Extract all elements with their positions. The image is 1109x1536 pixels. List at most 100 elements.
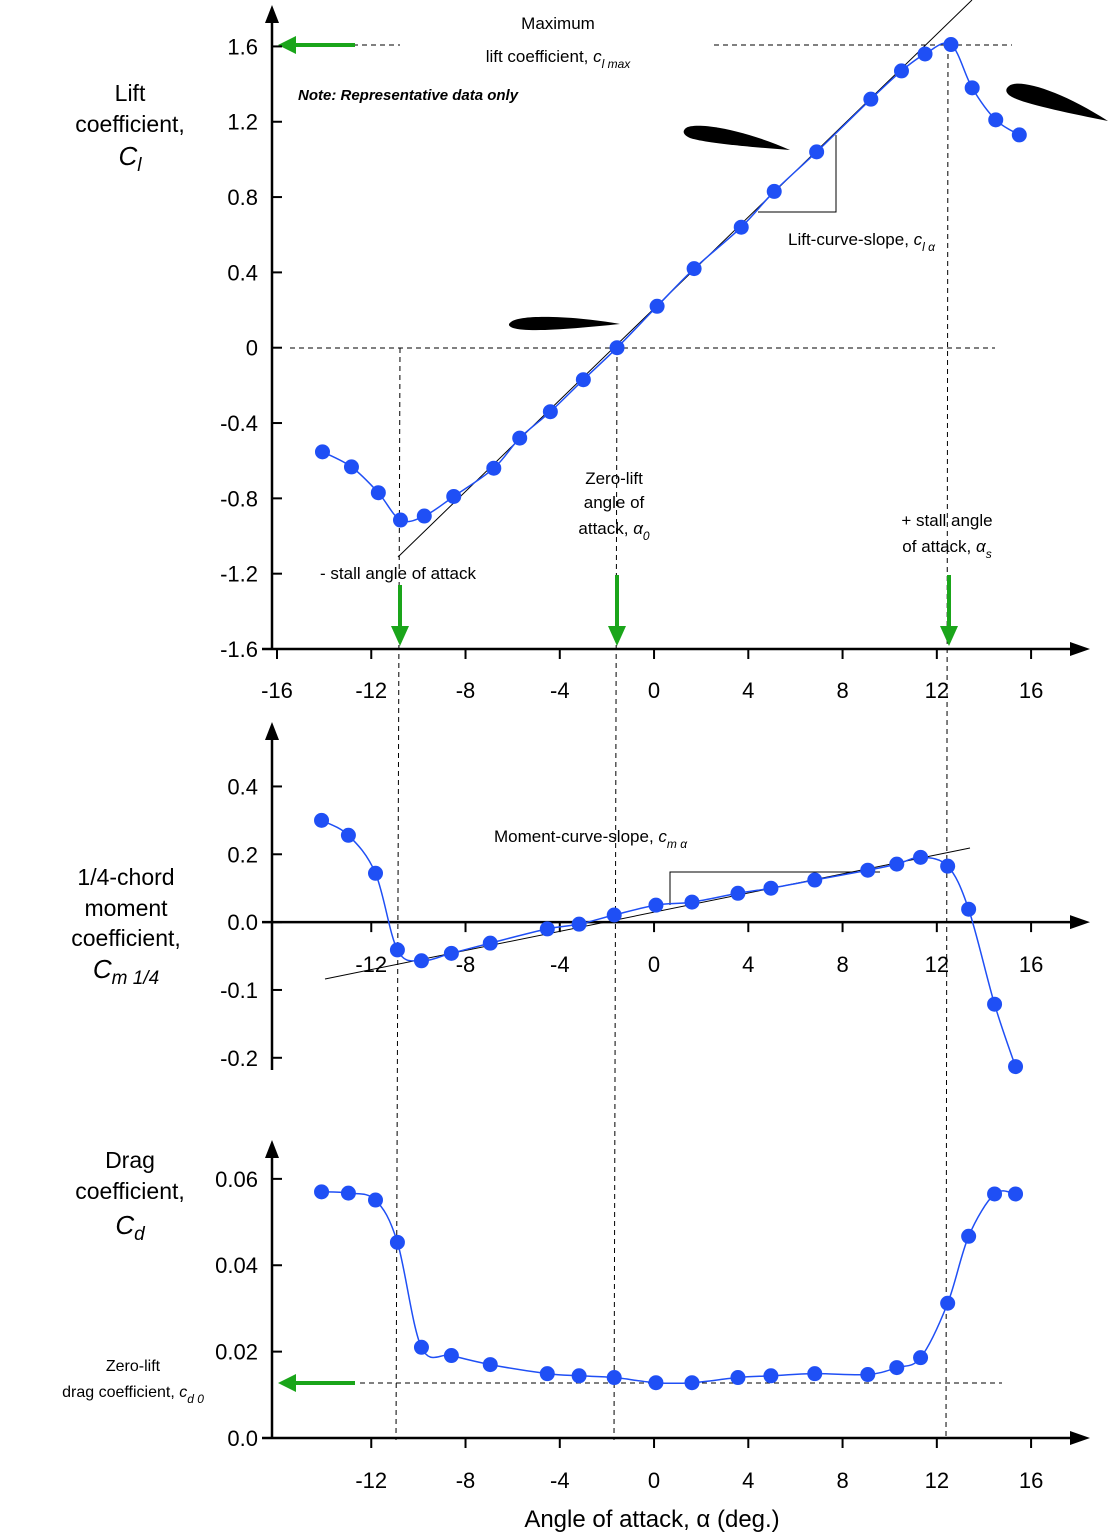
y-tick-label: 0.0 xyxy=(227,1426,258,1451)
x-tick-label: 0 xyxy=(648,678,660,703)
data-point xyxy=(961,901,977,917)
data-point xyxy=(413,1339,429,1355)
y-tick-label: 0 xyxy=(246,336,258,361)
data-point xyxy=(368,865,384,881)
data-point xyxy=(1011,127,1027,143)
data-point xyxy=(443,1348,459,1364)
y-axis-arrow xyxy=(265,1140,279,1158)
y-axis-symbol: Cl xyxy=(118,141,142,176)
annotation: of attack, αs xyxy=(902,537,991,561)
annotation-part: of attack, xyxy=(902,537,976,556)
annotation: Note: Representative data only xyxy=(298,87,519,104)
data-point xyxy=(571,916,587,932)
x-axis-arrow xyxy=(1070,642,1090,656)
data-point xyxy=(368,1192,384,1208)
annotation-part: c xyxy=(593,47,602,66)
data-point xyxy=(389,1234,405,1250)
x-tick-label: 12 xyxy=(925,678,949,703)
y-tick-label: 0.06 xyxy=(215,1167,258,1192)
data-point xyxy=(648,897,664,913)
annotation: attack, α0 xyxy=(578,519,650,543)
data-point xyxy=(609,340,625,356)
annotation-part: Zero-lift xyxy=(106,1358,161,1375)
data-point xyxy=(392,512,408,528)
annotation-part: l max xyxy=(602,57,632,71)
y-axis-title: coefficient, xyxy=(75,1178,185,1204)
x-tick-label: -8 xyxy=(456,1468,476,1493)
annotation-part: 0 xyxy=(643,529,650,543)
data-point xyxy=(809,144,825,160)
x-tick-label: -16 xyxy=(261,678,293,703)
data-point xyxy=(649,298,665,314)
y-axis-title: moment xyxy=(84,895,168,921)
annotation-part: attack, xyxy=(578,519,633,538)
annotation: Zero-lift xyxy=(106,1358,161,1375)
data-point xyxy=(987,1186,1003,1202)
y-tick-label: 1.2 xyxy=(227,110,258,135)
data-point xyxy=(446,488,462,504)
annotation-part: drag coefficient, xyxy=(62,1384,179,1401)
annotation-part: l α xyxy=(922,240,936,254)
annotation: Zero-lift xyxy=(585,469,643,488)
x-tick-label: 0 xyxy=(648,952,660,977)
data-point xyxy=(860,862,876,878)
data-point xyxy=(964,80,980,96)
annotation-part: c xyxy=(658,827,667,846)
annotation-part: Maximum xyxy=(521,14,595,33)
data-point xyxy=(575,372,591,388)
y-axis-symbol-part: l xyxy=(137,155,142,176)
data-point xyxy=(913,1350,929,1366)
y-axis-symbol: Cm 1/4 xyxy=(93,954,159,989)
y-axis-symbol-part: d xyxy=(134,1224,146,1245)
data-point xyxy=(684,894,700,910)
annotation: Moment-curve-slope, cm α xyxy=(494,827,688,851)
data-point xyxy=(733,219,749,235)
data-point xyxy=(763,880,779,896)
data-point xyxy=(943,37,959,53)
annotation-part: α xyxy=(633,519,644,538)
data-point xyxy=(988,112,1004,128)
y-axis-symbol-part: C xyxy=(115,1210,134,1240)
data-point xyxy=(389,942,405,958)
data-point xyxy=(542,404,558,420)
data-point xyxy=(606,907,622,923)
data-point xyxy=(987,996,1003,1012)
y-tick-label: -0.8 xyxy=(220,486,258,511)
annotation-part: α xyxy=(976,537,987,556)
y-axis-title: Drag xyxy=(105,1147,155,1173)
data-point xyxy=(684,1375,700,1391)
y-axis-symbol-part: C xyxy=(93,954,112,984)
y-tick-label: 0.0 xyxy=(227,910,258,935)
y-tick-label: -0.4 xyxy=(220,411,258,436)
annotation-part: + stall angle xyxy=(901,511,992,530)
data-point xyxy=(730,1370,746,1386)
x-axis-arrow xyxy=(1070,915,1090,930)
data-point xyxy=(512,430,528,446)
annotation: Lift-curve-slope, cl α xyxy=(788,230,936,254)
y-axis-title: 1/4-chord xyxy=(77,864,174,890)
annotation: lift coefficient, cl max xyxy=(486,47,632,71)
y-axis-title: coefficient, xyxy=(75,111,185,137)
annotation-part: c xyxy=(914,230,923,249)
data-point xyxy=(730,885,746,901)
data-point xyxy=(571,1368,587,1384)
annotation: + stall angle xyxy=(901,511,992,530)
y-tick-label: 0.4 xyxy=(227,260,258,285)
data-point xyxy=(893,63,909,79)
x-axis-title: Angle of attack, α (deg.) xyxy=(524,1506,779,1533)
annotation-part: m α xyxy=(667,837,688,851)
y-tick-label: 0.02 xyxy=(215,1340,258,1365)
data-point xyxy=(413,953,429,969)
data-point xyxy=(314,1184,330,1200)
x-tick-label: 4 xyxy=(742,1468,754,1493)
x-tick-label: -8 xyxy=(456,678,476,703)
x-tick-label: 16 xyxy=(1019,678,1043,703)
data-point xyxy=(917,46,933,62)
data-point xyxy=(913,849,929,865)
data-point xyxy=(416,508,432,524)
data-point xyxy=(539,921,555,937)
data-point xyxy=(482,935,498,951)
data-point xyxy=(940,858,956,874)
y-tick-label: -0.1 xyxy=(220,978,258,1003)
x-tick-label: -12 xyxy=(355,678,387,703)
